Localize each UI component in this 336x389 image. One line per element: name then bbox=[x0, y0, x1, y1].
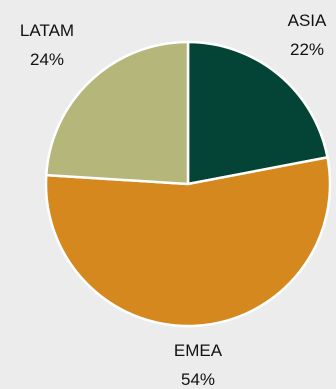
slice-value-asia: 22% bbox=[290, 40, 324, 59]
slice-label-asia: ASIA bbox=[288, 11, 327, 30]
slice-label-latam: LATAM bbox=[20, 21, 74, 40]
slice-value-latam: 24% bbox=[30, 50, 64, 69]
pie-slices bbox=[44, 40, 332, 328]
pie-slice-latam bbox=[45, 40, 190, 186]
pie-slice-emea bbox=[44, 156, 332, 328]
slice-value-emea: 54% bbox=[181, 370, 215, 389]
slice-label-emea: EMEA bbox=[174, 341, 223, 360]
pie-slice-asia bbox=[186, 40, 329, 186]
